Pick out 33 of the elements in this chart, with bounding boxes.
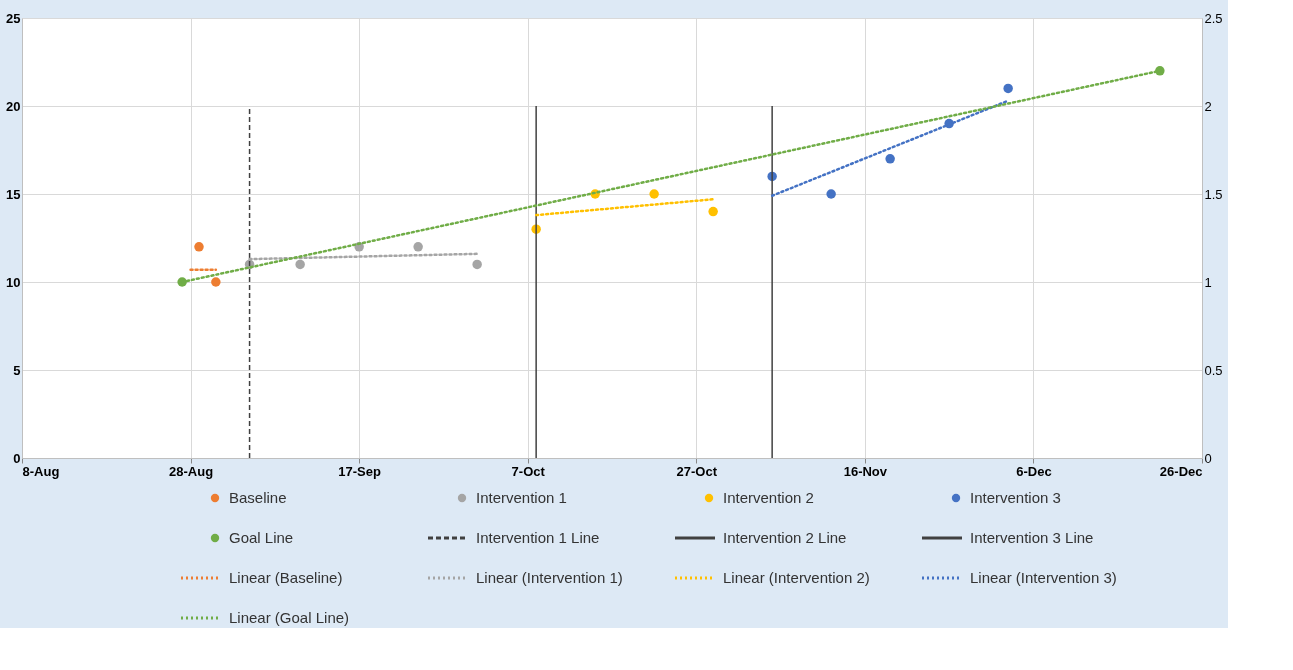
x-tick-label: 26-Dec — [1159, 463, 1203, 479]
legend-label: Intervention 3 Line — [970, 529, 1094, 546]
x-tick-label: 17-Sep — [338, 463, 382, 479]
y2-tick-label: 1 — [1204, 274, 1212, 290]
x-tick-label: 6-Dec — [1016, 463, 1052, 479]
legend-label: Intervention 2 Line — [723, 529, 847, 546]
x-tick-label: 28-Aug — [169, 463, 214, 479]
y-tick-label: 10 — [6, 274, 21, 290]
legend-label: Baseline — [229, 489, 287, 506]
y-tick-label: 0 — [13, 450, 21, 466]
y-tick-label: 15 — [6, 186, 21, 202]
x-tick-label: 27-Oct — [676, 463, 718, 479]
legend-label: Linear (Goal Line) — [229, 609, 350, 626]
legend-label: Intervention 1 — [476, 489, 567, 506]
y-tick-label: 5 — [13, 362, 21, 378]
legend-label: Intervention 3 — [970, 489, 1061, 506]
y2-tick-label: 0.5 — [1204, 362, 1223, 378]
y2-tick-label: 2 — [1204, 98, 1212, 114]
x-tick-label: 7-Oct — [511, 463, 546, 479]
legend-label: Linear (Intervention 2) — [723, 569, 870, 586]
x-tick-label: 16-Nov — [843, 463, 888, 479]
legend-label: Intervention 1 Line — [476, 529, 600, 546]
legend-label: Goal Line — [229, 529, 294, 546]
legend-label: Linear (Baseline) — [229, 569, 343, 586]
legend-label: Intervention 2 — [723, 489, 814, 506]
y2-tick-label: 0 — [1204, 450, 1212, 466]
y-tick-label: 25 — [6, 10, 21, 26]
legend-label: Linear (Intervention 1) — [476, 569, 623, 586]
x-tick-label: 8-Aug — [22, 463, 60, 479]
y2-tick-label: 2.5 — [1204, 10, 1223, 26]
y2-tick-label: 1.5 — [1204, 186, 1223, 202]
legend-label: Linear (Intervention 3) — [970, 569, 1117, 586]
y-tick-label: 20 — [6, 98, 21, 114]
